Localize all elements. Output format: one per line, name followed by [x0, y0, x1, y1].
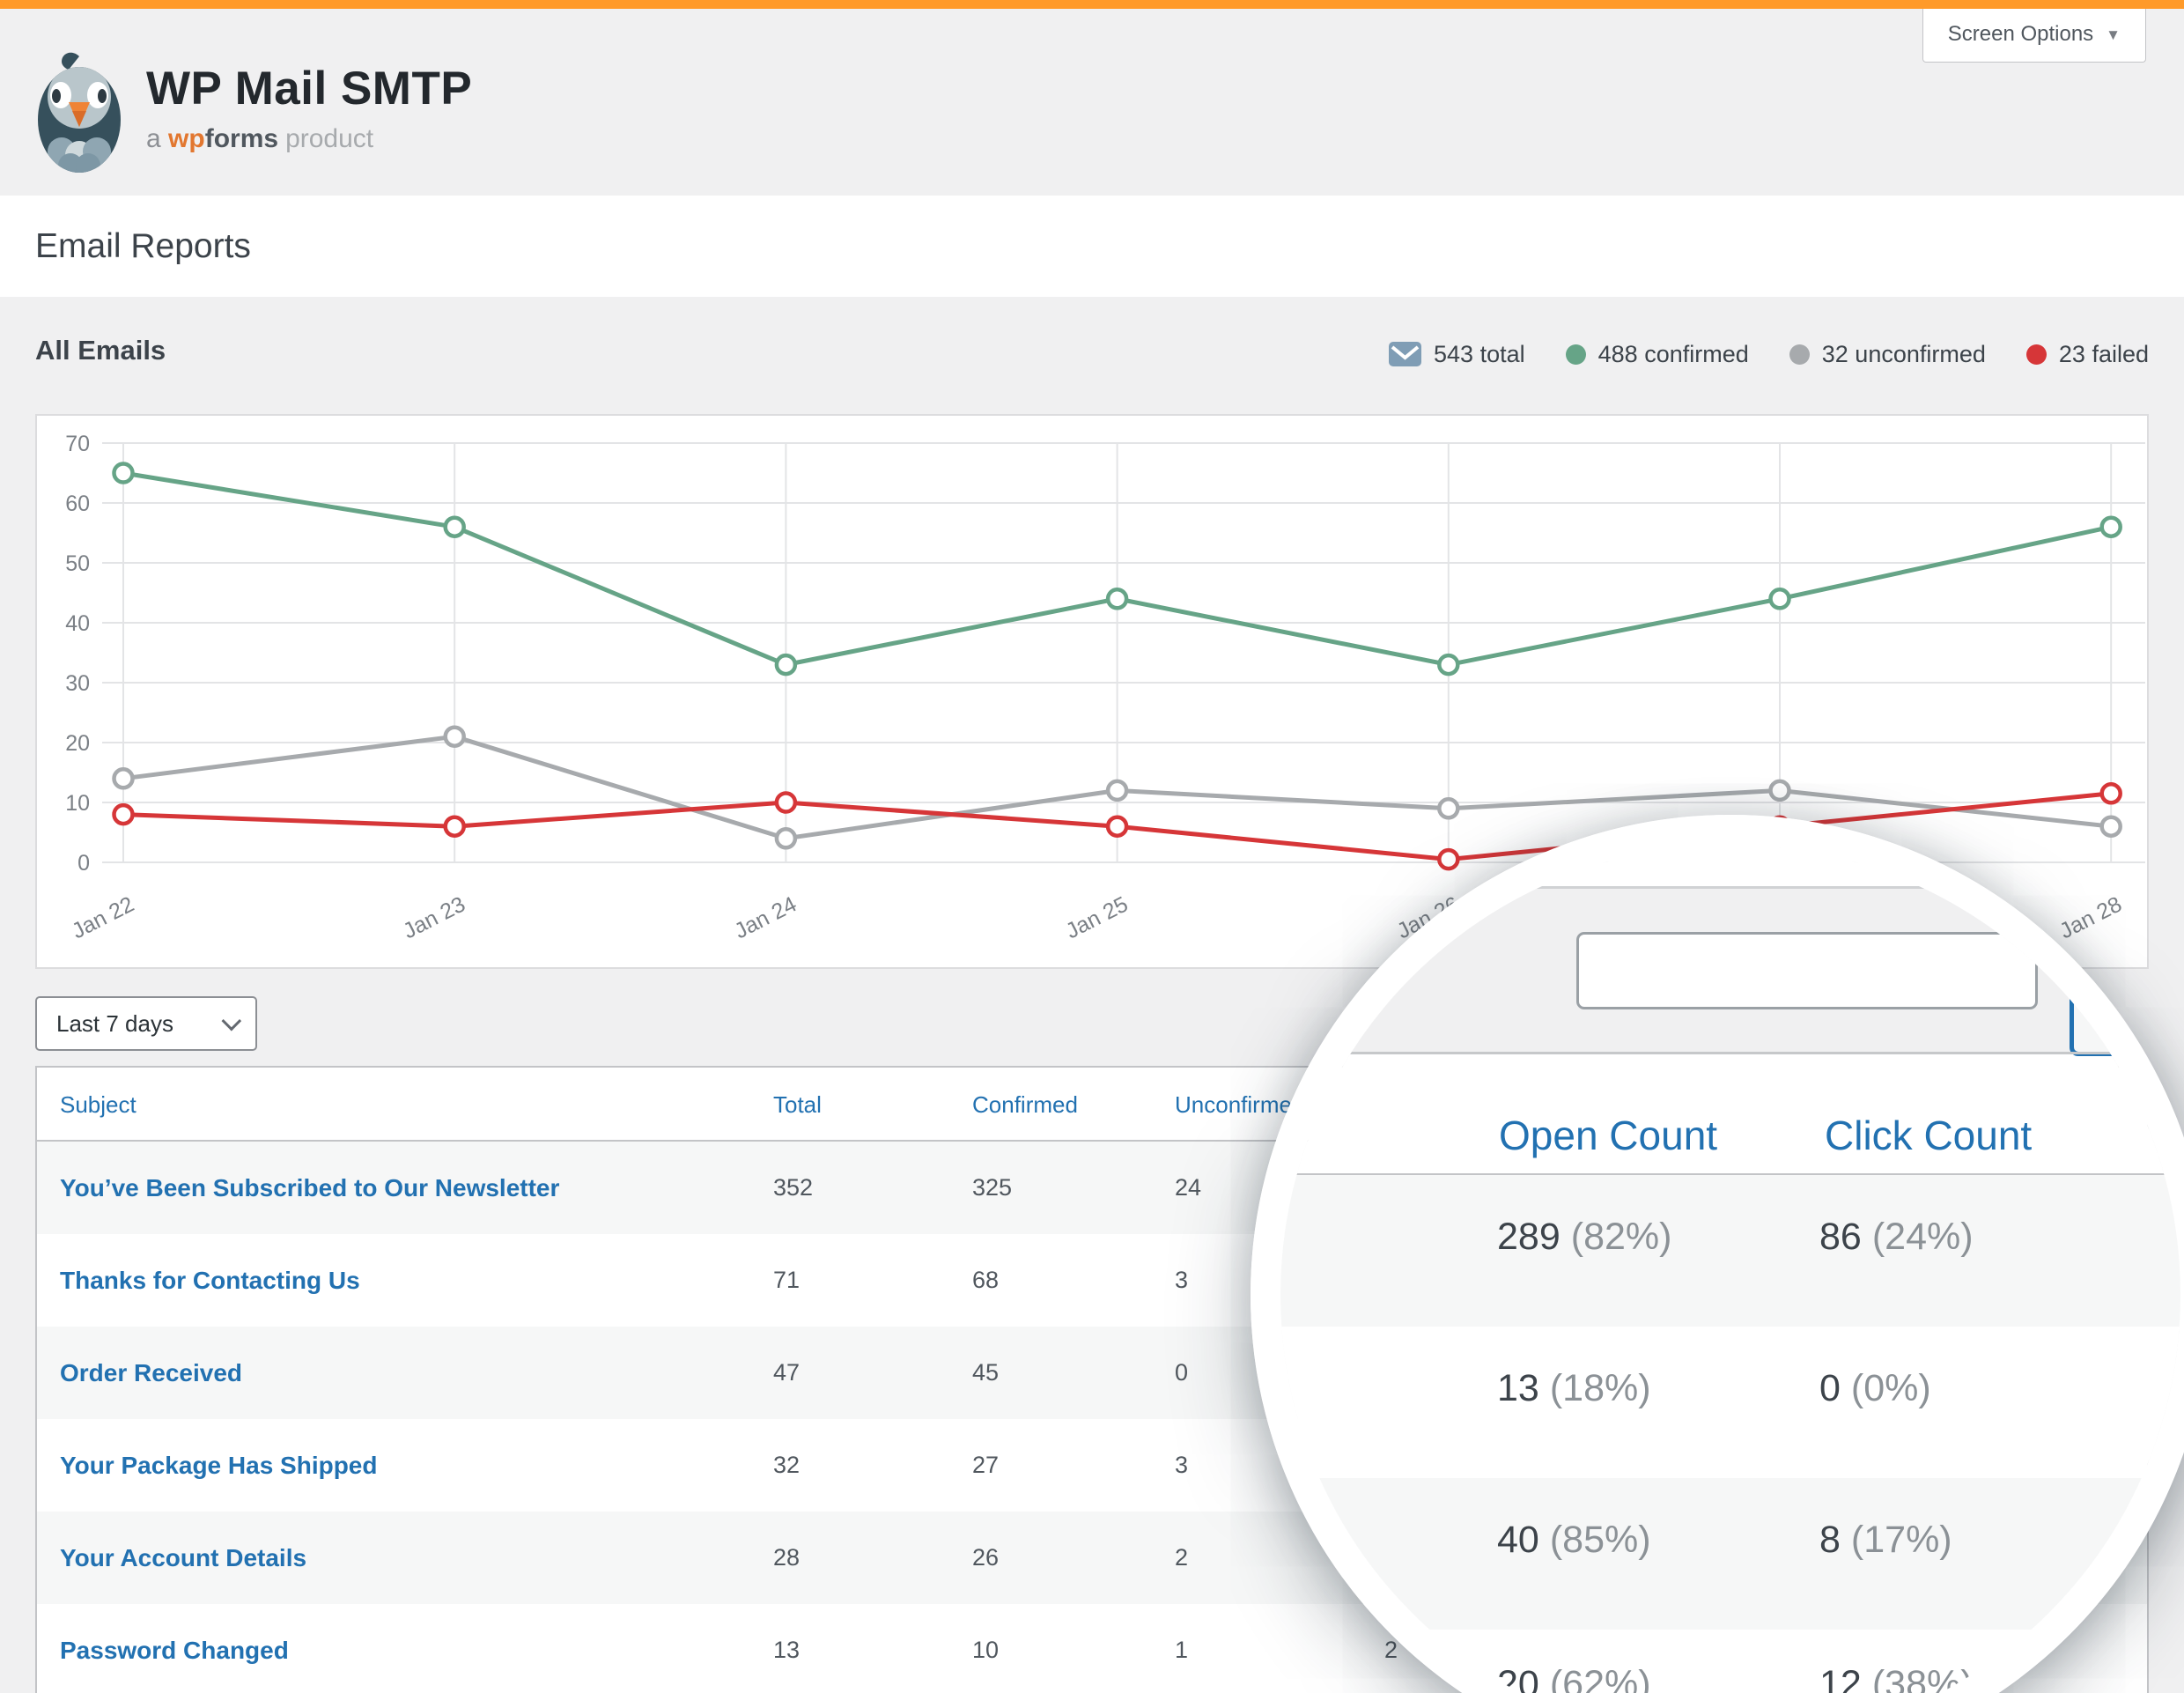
legend-item-failed: 23 failed — [2025, 340, 2149, 368]
legend-item-total: 543 total — [1388, 340, 1525, 368]
svg-text:30: 30 — [65, 671, 90, 696]
column-header-confirmed[interactable]: Confirmed — [972, 1091, 1078, 1118]
legend-unconfirmed-count: 32 — [1821, 340, 1848, 367]
unconfirmed-cell: 3 — [1175, 1267, 1189, 1293]
legend-total-label: total — [1479, 340, 1525, 367]
tagline-forms: forms — [204, 124, 279, 153]
envelope-icon — [1388, 342, 1421, 366]
app-tagline: a wpforms product — [146, 124, 472, 154]
tagline-wp: wp — [168, 124, 205, 153]
screen-options-label: Screen Options — [1947, 22, 2094, 46]
unconfirmed-cell: 3 — [1175, 1452, 1189, 1478]
total-cell: 13 — [773, 1637, 801, 1663]
subject-link[interactable]: Your Account Details — [60, 1544, 307, 1571]
unconfirmed-dot-icon — [1789, 344, 1810, 365]
confirmed-dot-icon — [1565, 344, 1586, 365]
unconfirmed-cell: 0 — [1175, 1359, 1189, 1386]
table-header-row: Subject Total Confirmed Unconfirmed — [37, 1068, 2147, 1142]
svg-text:0: 0 — [77, 851, 90, 876]
chevron-down-icon — [221, 1010, 242, 1031]
total-cell: 352 — [773, 1174, 814, 1201]
svg-text:10: 10 — [65, 791, 90, 816]
chevron-down-icon: ▼ — [2106, 26, 2121, 43]
column-header-unconfirmed[interactable]: Unconfirmed — [1175, 1091, 1305, 1118]
svg-text:Jan 24: Jan 24 — [731, 891, 801, 943]
magnifier-overlay: Open Count Click Count 289 (82%) 86 (24%) … — [1251, 815, 2184, 1693]
legend-failed-label: failed — [2092, 340, 2149, 367]
subject-link[interactable]: Your Package Has Shipped — [60, 1452, 378, 1479]
svg-text:20: 20 — [65, 731, 90, 756]
legend-unconfirmed-label: unconfirmed — [1855, 340, 1986, 367]
svg-text:Jan 23: Jan 23 — [399, 891, 469, 943]
chart-legend: 543 total 488 confirmed 32 unconfirmed 2… — [1388, 328, 2149, 381]
total-cell: 28 — [773, 1544, 801, 1571]
app-header: WP Mail SMTP a wpforms product — [0, 9, 2184, 196]
unconfirmed-cell: 2 — [1175, 1544, 1189, 1571]
total-cell: 47 — [773, 1359, 801, 1386]
failed-dot-icon — [2025, 344, 2047, 365]
top-accent-bar — [0, 0, 2184, 9]
table-row: Password Changed 13 10 1 2 — [37, 1604, 2147, 1693]
section-title: All Emails — [35, 335, 166, 366]
legend-confirmed-label: confirmed — [1644, 340, 1749, 367]
confirmed-cell: 68 — [972, 1267, 1000, 1293]
confirmed-cell: 325 — [972, 1174, 1013, 1201]
confirmed-cell: 10 — [972, 1637, 1000, 1663]
screen-options-button[interactable]: Screen Options ▼ — [1922, 9, 2146, 63]
svg-text:40: 40 — [65, 611, 90, 636]
unconfirmed-cell: 1 — [1175, 1637, 1189, 1663]
tagline-a: a — [146, 124, 161, 153]
date-range-value: Last 7 days — [56, 1009, 173, 1037]
date-range-select[interactable]: Last 7 days — [35, 996, 257, 1051]
tagline-product: product — [285, 124, 374, 153]
app-title: WP Mail SMTP — [146, 63, 473, 115]
subject-link[interactable]: Thanks for Contacting Us — [60, 1267, 360, 1294]
subject-link[interactable]: Order Received — [60, 1359, 242, 1386]
failed-cell: 2 — [1384, 1637, 1398, 1663]
column-header-subject[interactable]: Subject — [60, 1091, 136, 1118]
legend-item-confirmed: 488 confirmed — [1565, 340, 1749, 368]
table-row: Your Package Has Shipped 32 27 3 — [37, 1419, 2147, 1512]
svg-text:60: 60 — [65, 492, 90, 516]
page-title: Email Reports — [35, 227, 251, 265]
table-row: Thanks for Contacting Us 71 68 3 — [37, 1234, 2147, 1327]
confirmed-cell: 27 — [972, 1452, 1000, 1478]
column-header-total[interactable]: Total — [773, 1091, 822, 1118]
total-cell: 71 — [773, 1267, 801, 1293]
subject-link[interactable]: You’ve Been Subscribed to Our Newsletter — [60, 1174, 560, 1201]
page-title-band: Email Reports — [0, 196, 2184, 297]
total-cell: 32 — [773, 1452, 801, 1478]
section-bar: All Emails 543 total 488 confirmed 32 un… — [35, 328, 2149, 381]
unconfirmed-cell: 24 — [1175, 1174, 1202, 1201]
legend-total-count: 543 — [1433, 340, 1474, 367]
svg-text:Jan 22: Jan 22 — [68, 891, 138, 943]
confirmed-cell: 45 — [972, 1359, 1000, 1386]
svg-text:Jan 25: Jan 25 — [1062, 891, 1133, 943]
svg-text:70: 70 — [65, 432, 90, 456]
legend-failed-count: 23 — [2058, 340, 2085, 367]
legend-confirmed-count: 488 — [1597, 340, 1638, 367]
wp-mail-smtp-pigeon-logo-icon — [38, 52, 121, 173]
confirmed-cell: 26 — [972, 1544, 1000, 1571]
svg-text:50: 50 — [65, 551, 90, 576]
legend-item-unconfirmed: 32 unconfirmed — [1789, 341, 1986, 368]
subject-link[interactable]: Password Changed — [60, 1637, 289, 1664]
